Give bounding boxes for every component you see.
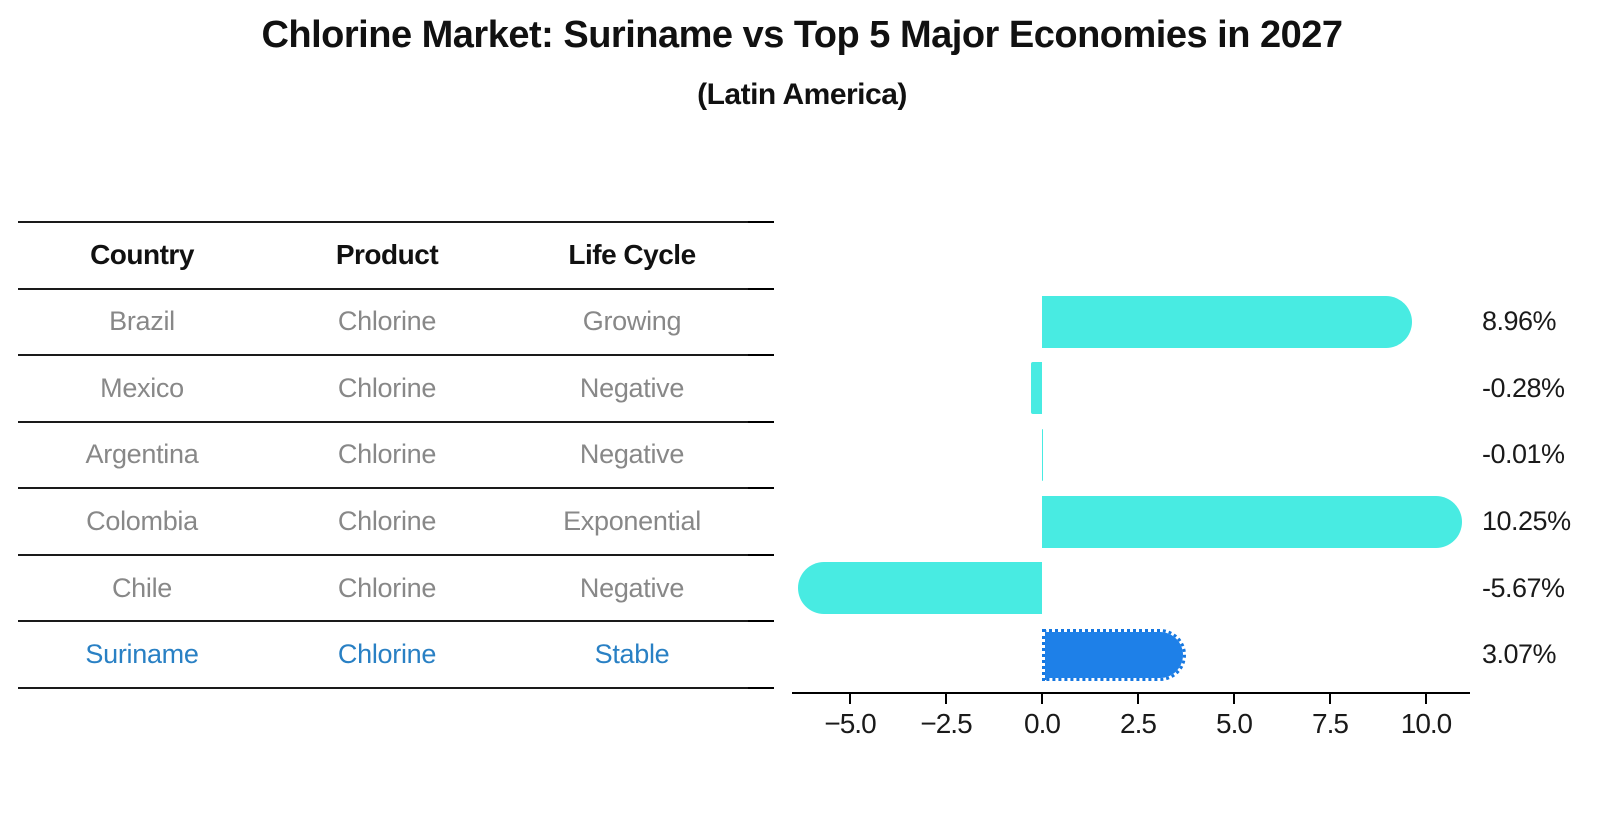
- y-axis-tick: [748, 287, 774, 290]
- table-row-separator: [18, 221, 770, 223]
- chart-subtitle: (Latin America): [697, 78, 907, 111]
- x-axis-tick-label: 0.0: [1024, 708, 1061, 739]
- x-axis-tick-label: 10.0: [1400, 708, 1453, 739]
- table-cell-colombia-country: Colombia: [86, 506, 198, 537]
- x-axis-tick: [849, 694, 851, 704]
- bar-suriname: [1042, 628, 1186, 681]
- x-axis-tick: [1233, 694, 1235, 704]
- table-row-separator: [18, 487, 770, 490]
- table-cell-colombia-product: Chlorine: [337, 506, 437, 537]
- table-row-separator: [18, 287, 770, 290]
- table-row-separator: [18, 420, 770, 423]
- table-cell-argentina-life_cycle: Negative: [579, 439, 685, 470]
- x-axis-tick: [945, 694, 947, 704]
- x-axis-tick-label: −5.0: [824, 708, 876, 739]
- value-label-chile: -5.67%: [1482, 572, 1565, 603]
- table-header-country: Country: [90, 239, 194, 271]
- bar-colombia: [1042, 495, 1462, 548]
- table-row-separator: [18, 686, 770, 689]
- y-axis-tick: [748, 420, 774, 423]
- table-cell-suriname-life_cycle: Stable: [594, 639, 670, 670]
- value-label-mexico: -0.28%: [1482, 372, 1565, 403]
- table-cell-suriname-country: Suriname: [85, 639, 199, 670]
- x-axis-tick: [1041, 694, 1043, 704]
- y-axis-tick: [748, 620, 774, 623]
- x-axis-tick-label: 5.0: [1216, 708, 1253, 739]
- y-axis-tick: [748, 354, 774, 357]
- table-cell-chile-life_cycle: Negative: [579, 572, 685, 603]
- bar-brazil: [1042, 295, 1413, 348]
- table-header-life-cycle: Life Cycle: [568, 239, 696, 271]
- x-axis-tick-label: 2.5: [1120, 708, 1157, 739]
- x-axis-line: [792, 692, 1470, 694]
- table-cell-argentina-product: Chlorine: [337, 439, 437, 470]
- table-row-separator: [18, 354, 770, 357]
- value-label-suriname: 3.07%: [1482, 639, 1557, 670]
- y-axis-tick: [748, 487, 774, 490]
- y-axis-tick: [748, 221, 774, 223]
- table-cell-chile-country: Chile: [111, 572, 173, 603]
- table-cell-mexico-product: Chlorine: [337, 372, 437, 403]
- table-cell-brazil-life_cycle: Growing: [582, 306, 682, 337]
- table-cell-chile-product: Chlorine: [337, 572, 437, 603]
- table-cell-argentina-country: Argentina: [85, 439, 199, 470]
- x-axis-tick-label: 7.5: [1312, 708, 1349, 739]
- x-axis-tick: [1137, 694, 1139, 704]
- value-label-argentina: -0.01%: [1482, 439, 1565, 470]
- y-axis-tick: [748, 553, 774, 556]
- table-cell-mexico-life_cycle: Negative: [579, 372, 685, 403]
- chart-title: Chlorine Market: Suriname vs Top 5 Major…: [261, 14, 1343, 56]
- x-axis-tick-label: −2.5: [920, 708, 972, 739]
- bar-chile: [798, 562, 1042, 615]
- y-axis-tick: [748, 686, 774, 689]
- x-axis-tick: [1425, 694, 1427, 704]
- bar-mexico: [1031, 362, 1042, 415]
- table-cell-colombia-life_cycle: Exponential: [563, 506, 701, 537]
- table-cell-mexico-country: Mexico: [100, 372, 184, 403]
- value-label-colombia: 10.25%: [1482, 506, 1571, 537]
- table-row-separator: [18, 553, 770, 556]
- x-axis-tick: [1329, 694, 1331, 704]
- table-cell-suriname-product: Chlorine: [337, 639, 437, 670]
- table-header-product: Product: [335, 239, 439, 271]
- value-label-brazil: 8.96%: [1482, 306, 1557, 337]
- table-row-separator: [18, 620, 770, 623]
- table-cell-brazil-country: Brazil: [109, 306, 175, 337]
- table-cell-brazil-product: Chlorine: [337, 306, 437, 337]
